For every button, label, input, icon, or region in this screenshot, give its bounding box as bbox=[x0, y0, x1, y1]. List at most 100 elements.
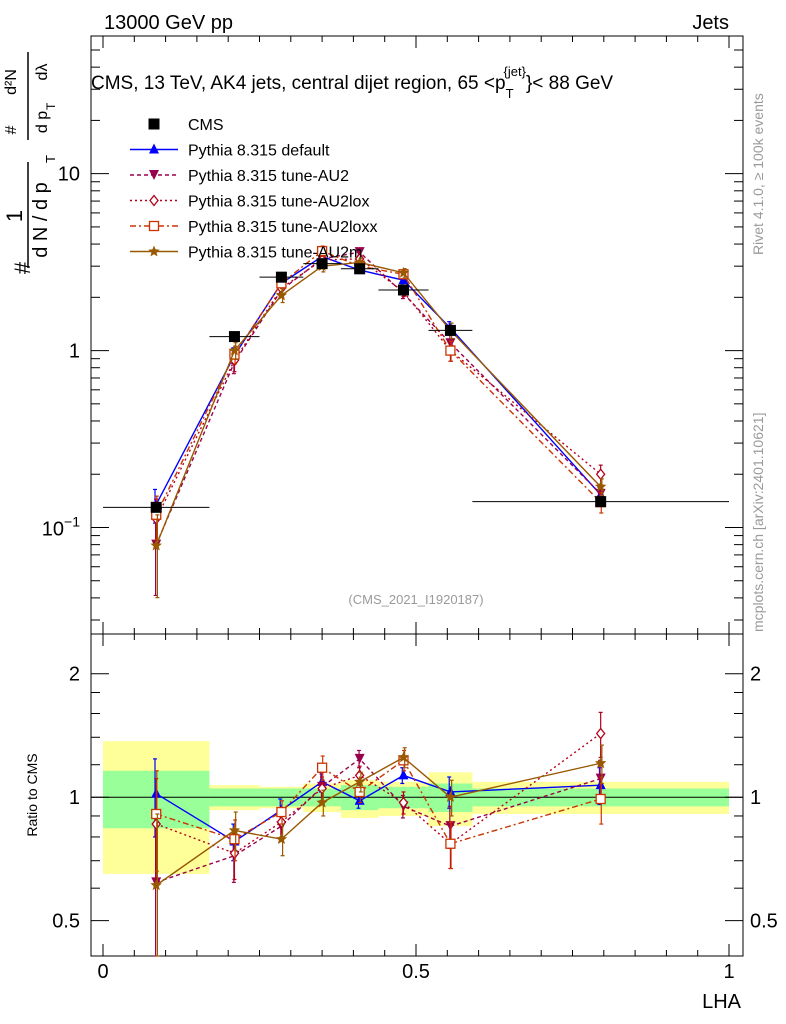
legend-series-2-label: Pythia 8.315 tune-AU2 bbox=[188, 168, 349, 185]
series-2-ratio-line bbox=[155, 757, 601, 884]
series-4-ratio-point bbox=[445, 838, 456, 849]
series-5-main-point bbox=[228, 344, 241, 356]
x-tick-label: 0.5 bbox=[402, 961, 430, 983]
series-3-ratio-point bbox=[317, 782, 327, 795]
energy-label: 13000 GeV pp bbox=[104, 12, 233, 34]
y-tick-label-exp: −1 bbox=[64, 513, 80, 529]
series-2-ratio-point bbox=[354, 753, 365, 764]
x-tick-label: 0 bbox=[97, 961, 108, 983]
legend-cms-marker bbox=[148, 118, 160, 130]
ratio-y-tick-label-left: 0.5 bbox=[52, 911, 80, 933]
series-4-ratio-point bbox=[595, 793, 606, 805]
chart-title-sup: {jet} bbox=[504, 64, 527, 79]
ylabel-den2-sub: T bbox=[44, 102, 58, 110]
category-label: Jets bbox=[692, 12, 729, 34]
ratio-y-tick-label-left: 2 bbox=[69, 664, 80, 686]
series-5-main-point bbox=[594, 480, 607, 492]
series-1-ratio-line bbox=[155, 774, 601, 843]
ylabel-den1-sub: T bbox=[43, 155, 58, 163]
y-tick-label: 1 bbox=[69, 341, 80, 363]
analysis-watermark: (CMS_2021_I1920187) bbox=[348, 592, 483, 607]
series-5-ratio-point bbox=[444, 791, 457, 803]
rivet-label: Rivet 4.1.0, ≥ 100k events bbox=[750, 93, 766, 255]
legend-cms-label: CMS bbox=[188, 117, 224, 134]
series-2-main-point bbox=[354, 247, 365, 258]
series-3-ratio-point bbox=[398, 796, 409, 809]
series-5-ratio-point bbox=[397, 751, 410, 763]
series-2-main-line bbox=[155, 251, 602, 545]
series-3-main-point bbox=[595, 468, 606, 481]
cms-data-point bbox=[228, 331, 240, 343]
cms-data-point bbox=[444, 324, 456, 336]
series-1-ratio-point bbox=[398, 769, 409, 780]
legend-series-4-marker bbox=[148, 220, 160, 232]
cms-data-point bbox=[595, 496, 607, 508]
chart-title: CMS, 13 TeV, AK4 jets, central dijet reg… bbox=[91, 64, 613, 101]
cms-data-point bbox=[316, 258, 328, 270]
x-tick-label: 1 bbox=[723, 961, 734, 983]
series-2-ratio-point bbox=[595, 773, 606, 784]
ratio-y-tick-label-left: 1 bbox=[69, 787, 80, 809]
series-4-ratio-point bbox=[229, 834, 240, 845]
y-tick-label-base: 10 bbox=[42, 518, 64, 540]
mcplots-label: mcplots.cern.ch [arXiv:2401.10621] bbox=[750, 413, 766, 632]
legend-series-5-marker bbox=[148, 245, 160, 257]
main-y-axis-label: # 1 d N / d p T # d²N d p T dλ bbox=[2, 52, 58, 274]
series-2-main-point bbox=[595, 488, 606, 499]
cms-data-point bbox=[275, 271, 287, 283]
legend-series-3-label: Pythia 8.315 tune-AU2lox bbox=[188, 194, 369, 211]
series-4-main-line bbox=[155, 250, 602, 516]
series-3-main-line bbox=[155, 258, 602, 520]
series-5-main-point bbox=[275, 289, 288, 301]
series-5-main-point bbox=[150, 539, 162, 551]
main-series-layer bbox=[150, 245, 607, 599]
cms-data-point bbox=[397, 284, 409, 296]
cms-data-point bbox=[150, 501, 162, 513]
cms-data-point bbox=[354, 263, 366, 275]
series-5-ratio-point bbox=[316, 796, 328, 808]
ratio-y-tick-label-right: 0.5 bbox=[750, 911, 778, 933]
legend-series-2-marker bbox=[149, 170, 159, 180]
series-5-ratio-line bbox=[155, 756, 601, 886]
chart-title-sub: T bbox=[506, 86, 514, 101]
series-5-main-line bbox=[155, 261, 602, 546]
ratio-y-tick-label-right: 2 bbox=[750, 664, 761, 686]
ylabel-hash-2: # bbox=[3, 125, 20, 134]
ylabel-num2: d²N bbox=[3, 69, 20, 95]
ylabel-den2-tail: dλ bbox=[34, 64, 51, 81]
series-3-ratio-point bbox=[595, 727, 606, 740]
chart-title-prefix: CMS, 13 TeV, AK4 jets, central dijet reg… bbox=[91, 73, 506, 94]
series-5-ratio-point bbox=[275, 833, 288, 845]
legend-series-1-label: Pythia 8.315 default bbox=[188, 143, 330, 160]
series-5-ratio-point bbox=[150, 879, 162, 891]
series-5-main-point bbox=[397, 266, 410, 278]
series-4-main-point bbox=[445, 345, 456, 356]
ylabel-one: 1 bbox=[2, 210, 27, 222]
cms-data-points bbox=[103, 258, 729, 513]
legend: CMS Pythia 8.315 default Pythia 8.315 tune… bbox=[130, 117, 377, 262]
ratio-axes: 0 0.5 1 0.5 0.5 1 1 2 2 bbox=[52, 634, 778, 983]
ratio-uncertainty-bands bbox=[103, 741, 729, 874]
series-5-ratio-point bbox=[353, 775, 366, 787]
ylabel-hash-1: # bbox=[10, 261, 35, 274]
y-tick-label: 10−1 bbox=[42, 513, 80, 540]
ylabel-den2: d p bbox=[34, 111, 51, 133]
series-5-ratio-point bbox=[594, 757, 607, 769]
ylabel-den1: d N / d p bbox=[30, 182, 52, 258]
legend-series-1-marker bbox=[149, 143, 159, 154]
ratio-series-layer bbox=[150, 711, 607, 957]
ratio-y-axis-label: Ratio to CMS bbox=[24, 753, 40, 836]
legend-series-5-label: Pythia 8.315 tune-AU2m bbox=[188, 245, 362, 262]
series-1-ratio-point bbox=[445, 785, 456, 796]
series-4-ratio-point bbox=[316, 762, 328, 773]
chart-title-suffix: }< 88 GeV bbox=[526, 73, 613, 94]
x-axis-label: LHA bbox=[702, 991, 742, 1013]
series-5-ratio-point bbox=[228, 824, 241, 836]
y-tick-label: 10 bbox=[58, 164, 80, 186]
legend-series-3-marker bbox=[149, 194, 159, 207]
series-3-ratio-line bbox=[155, 732, 602, 855]
ratio-y-tick-label-right: 1 bbox=[750, 787, 761, 809]
ratio-plot-frame bbox=[90, 633, 744, 957]
